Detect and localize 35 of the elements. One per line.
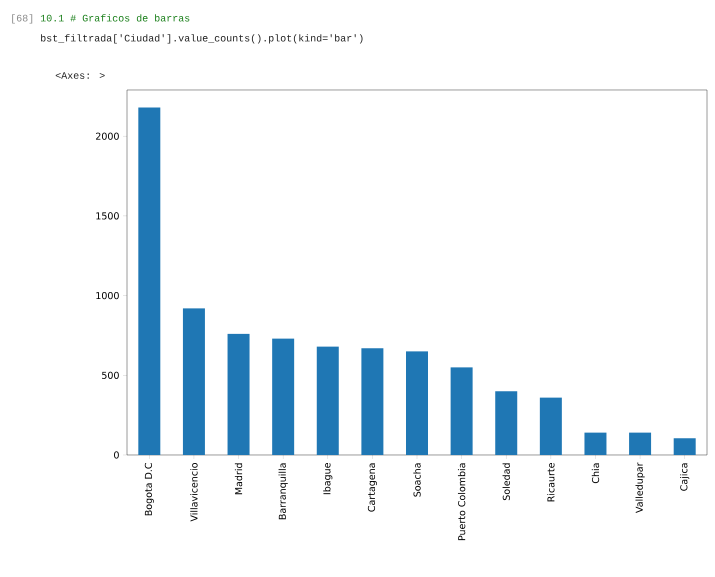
y-tick-label: 500 [102,372,119,379]
x-tick-label: Cartagena [368,463,377,512]
y-tick-label: 1500 [96,212,119,220]
x-tick-label: Puerto Colombia [458,463,466,540]
x-tick-label: Chia [592,463,600,484]
bar [138,108,160,455]
bar [406,351,428,455]
x-tick-label: Villavicencio [190,463,198,522]
x-tick-label: Valledupar [635,462,645,513]
text: [68] [12,14,32,24]
x-tick-label: Cajica [680,463,690,491]
bar [361,348,384,455]
bar [182,308,205,455]
bar [584,432,606,455]
x-tick-label: Ibague [323,463,332,494]
bar [272,338,294,455]
bar [316,346,339,455]
bar [629,432,652,455]
text: bst_filtrada['Ciudad'].value_counts().plot(kind='bar') [41,34,363,44]
x-tick-label: Bogota D.C [144,463,154,516]
x-tick-label: Soacha [413,463,421,497]
bar [540,398,562,455]
bar [495,391,518,455]
x-tick-label: Soledad [502,463,510,500]
bar [450,367,473,455]
y-tick-label: 0 [114,451,119,459]
x-tick-label: Madrid [234,463,242,494]
text: 10.1 # Graficos de barras [40,14,190,22]
bar [674,438,696,455]
x-tick-label: Ricaurte [547,463,555,502]
bar [228,334,250,455]
y-tick-label: 1000 [96,292,119,300]
x-tick-label: Barranquilla [278,463,288,520]
text: <Axes: > [56,72,105,79]
y-tick-label: 2000 [96,132,119,140]
